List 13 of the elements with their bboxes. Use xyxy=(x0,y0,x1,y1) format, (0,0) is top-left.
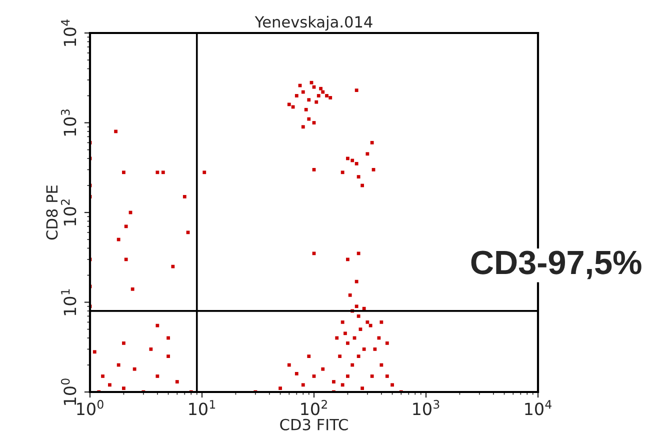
x-axis-title: CD3 FITC xyxy=(280,418,348,430)
y-axis-title: CD8 PE xyxy=(46,186,58,240)
x-tick-label: 10$^{0}$ xyxy=(77,400,104,416)
y-tick-label: 10$^{3}$ xyxy=(60,110,76,136)
y-tick-label: 10$^{1}$ xyxy=(61,289,76,316)
y-tick-label: 10$^{2}$ xyxy=(60,200,76,226)
chart-title: Yenevskaja.014 xyxy=(254,16,372,31)
y-tick-label: 10$^{4}$ xyxy=(61,20,76,46)
x-tick-label: 10$^{4}$ xyxy=(525,400,552,416)
annotation: CD3-97,5% xyxy=(471,250,642,280)
x-tick-label: 10$^{2}$ xyxy=(301,400,327,416)
x-tick-label: 10$^{1}$ xyxy=(189,400,216,416)
x-tick-label: 10$^{3}$ xyxy=(413,400,440,416)
